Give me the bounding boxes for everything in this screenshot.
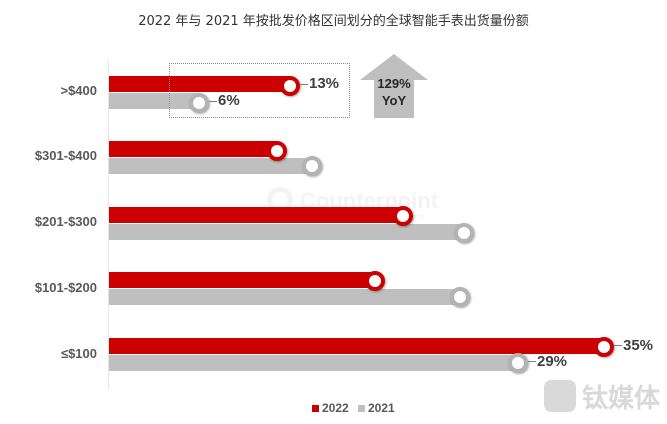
marker-2021-101-200: [450, 287, 470, 307]
marker-2022-gt400: [280, 76, 300, 96]
value-label-2022-le100: 35%: [623, 337, 654, 354]
category-label-gt400: >$400: [60, 83, 97, 98]
value-label-2022-gt400: 13%: [309, 75, 340, 92]
yoy-label: YoY: [381, 93, 407, 108]
bar-2022-201-300: [109, 207, 402, 223]
leader-line: [300, 84, 308, 85]
category-label-201-300: $201-$300: [34, 214, 97, 229]
leader-line: [614, 345, 622, 346]
marker-2022-301-400: [267, 141, 287, 161]
bar-2021-301-400: [109, 158, 311, 174]
highlight-box: [169, 63, 350, 118]
leader-line: [209, 101, 217, 102]
bar-2021-gt400: [109, 93, 198, 109]
bar-2022-301-400: [109, 141, 276, 157]
category-label-le100: ≤$100: [60, 346, 97, 361]
bar-2022-le100: [109, 338, 603, 354]
value-label-2021-gt400: 6%: [218, 92, 240, 109]
legend-label-2021: 2021: [368, 401, 395, 415]
y-axis-line: [108, 60, 109, 390]
value-label-2021-le100: 29%: [537, 353, 568, 370]
marker-2021-301-400: [302, 156, 322, 176]
marker-2022-101-200: [365, 271, 385, 291]
bar-2022-101-200: [109, 272, 374, 288]
bar-2021-101-200: [109, 289, 459, 305]
category-label-301-400: $301-$400: [34, 148, 97, 163]
category-label-101-200: $101-$200: [34, 280, 97, 295]
marker-2022-201-300: [393, 206, 413, 226]
bar-2021-le100: [109, 355, 518, 371]
bar-2021-201-300: [109, 224, 463, 240]
marker-2021-le100: [508, 353, 528, 373]
tmtpost-watermark: 钛媒体: [582, 384, 661, 414]
bar-2022-gt400: [109, 76, 289, 92]
legend-swatch-2022: [312, 405, 319, 412]
marker-2022-le100: [594, 337, 614, 357]
marker-2021-gt400: [189, 93, 209, 113]
yoy-percent: 129%: [377, 76, 411, 91]
legend-label-2022: 2022: [322, 401, 349, 415]
legend-swatch-2021: [358, 405, 365, 412]
leader-line: [528, 361, 536, 362]
marker-2021-201-300: [454, 223, 474, 243]
yoy-up-arrow-icon: 129% YoY: [360, 54, 428, 118]
tmtpost-logo-icon: [544, 380, 576, 412]
chart-title: 2022 年与 2021 年按批发价格区间划分的全球智能手表出货量份额: [138, 14, 529, 29]
